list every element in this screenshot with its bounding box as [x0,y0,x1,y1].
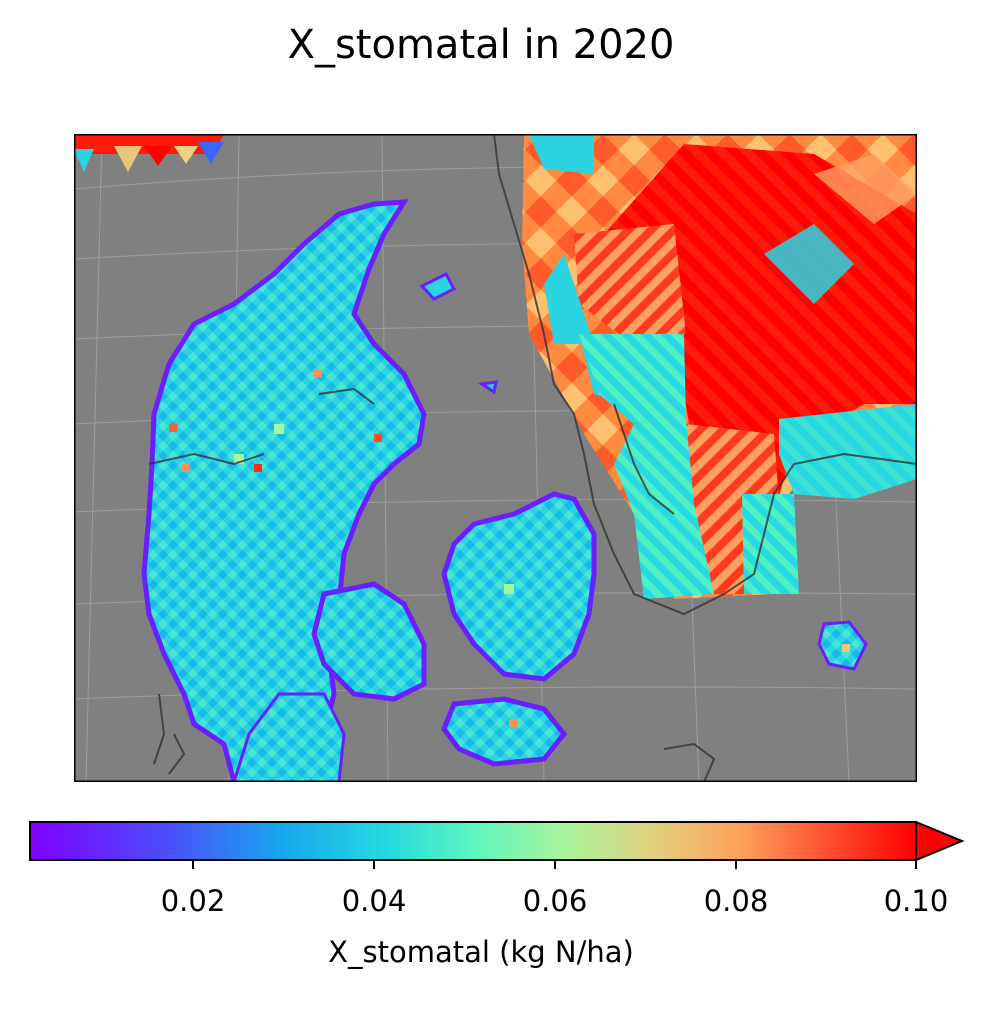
zealand-data-region [441,491,597,682]
hotspots [169,369,850,727]
south-jutland-data-region [232,692,346,782]
colorbar-gradient [29,821,917,861]
colorbar-tick-label: 0.08 [703,884,769,918]
coastlines [148,134,917,782]
map-title: X_stomatal in 2020 [287,22,675,68]
colorbar-tick-label: 0.10 [883,884,949,918]
colorbar-tick-label: 0.04 [341,884,407,918]
colorbar [29,820,965,869]
colorbar-extend-arrow [915,820,965,862]
map-canvas [74,134,917,782]
colorbar-ticks [192,860,917,869]
sweden-data-region [522,134,917,599]
funen-data-region [311,581,427,702]
norway-strip [74,134,224,172]
colorbar-tick-label: 0.06 [522,884,588,918]
map-border [74,134,917,782]
laeso-island [419,272,457,301]
colorbar-tick-label: 0.02 [160,884,226,918]
colorbar-label: X_stomatal (kg N/ha) [328,935,634,969]
anholt-island [477,380,498,395]
map-panel [74,134,917,782]
lolland-data-region [441,696,568,767]
